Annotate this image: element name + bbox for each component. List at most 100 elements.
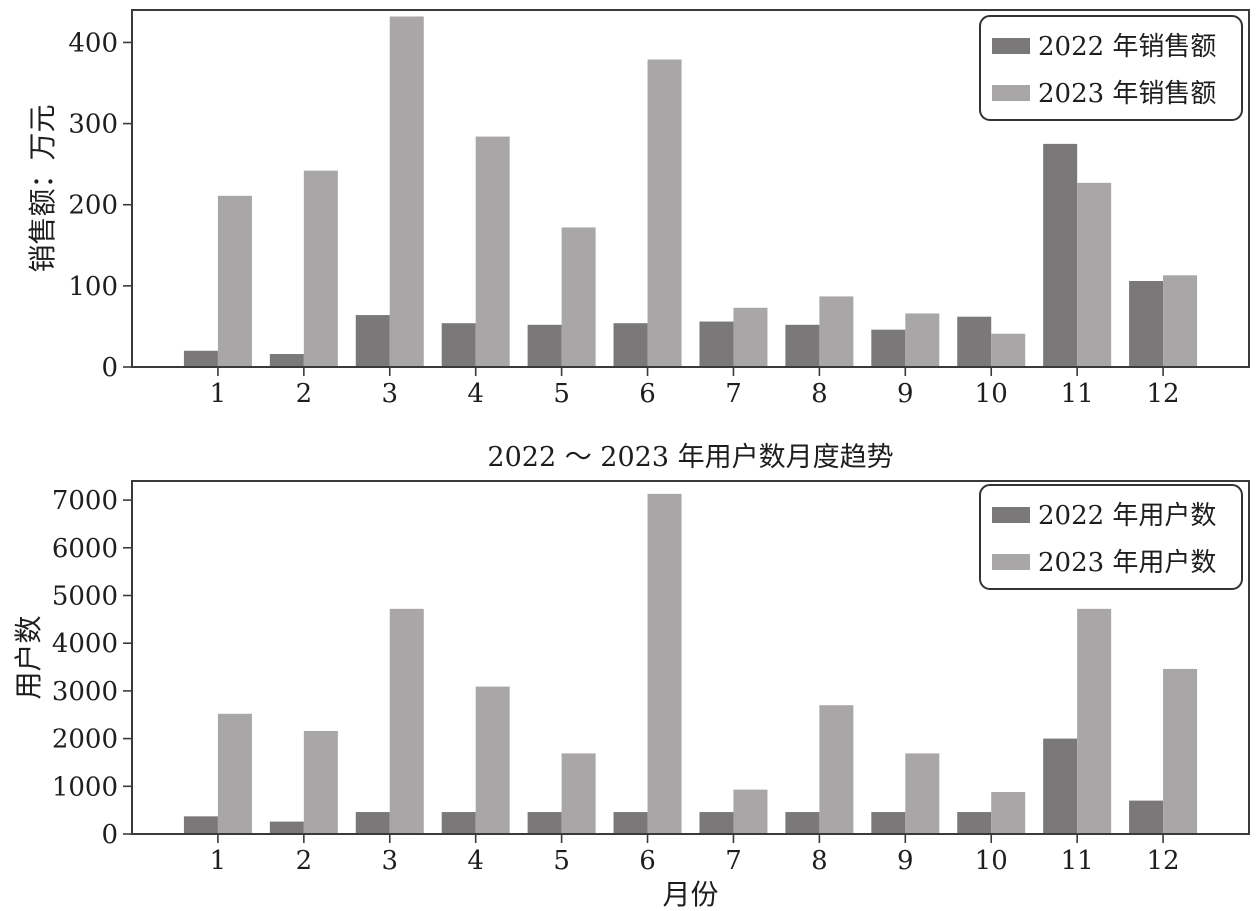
x-tick-label: 10 [975,379,1008,409]
legend-swatch [992,554,1030,570]
legend: 2022 年销售额 2023 年销售额 [979,15,1243,121]
bar-2022 [269,821,304,834]
x-tick-label: 7 [725,379,742,409]
bar-2023 [217,713,252,834]
bar-2022 [613,323,648,367]
chart-title: 2022 ～ 2023 年用户数月度趋势 [487,442,893,473]
x-tick-label: 6 [639,379,656,409]
bar-2023 [389,608,424,834]
bar-2023 [819,296,854,367]
bar-2022 [269,354,304,367]
bar-2022 [183,350,218,367]
bar-2023 [1163,275,1198,367]
bar-2023 [561,753,596,834]
y-tick-label: 0 [101,820,118,850]
bar-2023 [389,16,424,368]
legend-swatch [992,38,1030,54]
y-axis-label: 销售额：万元 [26,104,59,272]
bar-2022 [355,315,390,367]
x-tick-label: 12 [1147,379,1180,409]
x-tick-label: 4 [467,846,484,876]
y-tick-label: 4000 [52,629,118,659]
legend-label: 2022 年销售额 [1038,32,1216,62]
bar-2023 [991,792,1026,834]
y-axis-label: 用户数 [12,615,45,699]
legend-label: 2023 年销售额 [1038,79,1216,109]
bar-2022 [1043,143,1078,367]
bar-2023 [733,307,768,367]
bar-2022 [613,812,648,834]
legend-swatch [992,507,1030,523]
bar-2022 [957,812,992,834]
bar-2023 [733,789,768,834]
x-tick-label: 2 [296,846,313,876]
legend-box [979,484,1243,590]
bar-2023 [647,59,682,367]
x-tick-label: 1 [210,379,227,409]
bar-2023 [647,493,682,834]
bar-2022 [871,329,906,367]
bar-2022 [785,324,820,367]
bar-2022 [871,812,906,834]
x-tick-label: 7 [725,846,742,876]
y-tick-label: 1000 [52,772,118,802]
y-tick-label: 6000 [52,534,118,564]
bar-2022 [699,321,734,367]
y-tick-label: 200 [68,191,118,221]
x-tick-label: 11 [1061,379,1094,409]
y-tick-label: 7000 [52,486,118,516]
x-tick-label: 4 [467,379,484,409]
bar-2022 [1129,280,1164,367]
bar-2022 [527,324,562,367]
x-tick-label: 6 [639,846,656,876]
chart-panel-2: 2022 ～ 2023 年用户数月度趋势 0 1000 2000 3000 4000 500… [12,442,1250,911]
plot-frame [131,480,1250,835]
plot-frame [131,9,1250,368]
y-tick-label: 0 [101,353,118,383]
bar-2023 [991,333,1026,367]
x-tick-label: 8 [811,846,828,876]
y-tick-label: 5000 [52,581,118,611]
bar-2023 [475,136,510,367]
x-tick-label: 8 [811,379,828,409]
legend-swatch [992,85,1030,101]
bar-2023 [303,730,338,834]
bar-2023 [1163,668,1198,834]
bar-2023 [1077,182,1112,367]
bar-2023 [819,705,854,834]
x-tick-label: 3 [381,846,398,876]
bar-2023 [905,313,940,367]
bar-2022 [1043,738,1078,834]
bar-2023 [303,170,338,367]
legend: 2022 年用户数 2023 年用户数 [979,484,1243,590]
y-tick-label: 300 [68,110,118,140]
legend-label: 2022 年用户数 [1038,501,1216,531]
x-tick-label: 5 [553,846,570,876]
x-tick-label: 10 [975,846,1008,876]
bar-2022 [957,316,992,367]
x-tick-label: 1 [210,846,227,876]
x-axis-label: 月份 [662,878,718,911]
x-tick-label: 9 [897,846,914,876]
bar-2022 [699,812,734,834]
x-tick-label: 3 [381,379,398,409]
bar-2022 [183,816,218,834]
bar-2022 [441,323,476,367]
x-tick-label: 12 [1147,846,1180,876]
x-tick-label: 2 [296,379,313,409]
bar-2023 [561,227,596,367]
x-tick-label: 5 [553,379,570,409]
y-tick-label: 100 [68,272,118,302]
bar-2023 [1077,608,1112,834]
x-tick-label: 9 [897,379,914,409]
bar-2023 [475,686,510,834]
bar-2023 [905,753,940,834]
x-tick-label: 11 [1061,846,1094,876]
bar-2022 [441,812,476,834]
bar-2022 [355,812,390,834]
legend-label: 2023 年用户数 [1038,548,1216,578]
y-tick-label: 2000 [52,725,118,755]
bar-2022 [1129,800,1164,834]
